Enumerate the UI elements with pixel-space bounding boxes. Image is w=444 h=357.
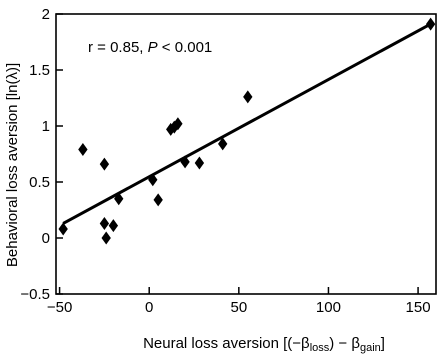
data-point: [78, 143, 88, 157]
data-point: [243, 90, 253, 104]
y-tick-label: 1.5: [29, 62, 50, 79]
data-point: [173, 117, 183, 131]
data-point: [425, 17, 436, 31]
y-tick-label: 0.5: [29, 174, 50, 191]
x-tick-label: 100: [316, 299, 341, 316]
y-tick-label: 2: [42, 6, 50, 23]
data-point: [99, 216, 110, 230]
data-point: [148, 173, 158, 187]
data-point: [166, 122, 176, 136]
y-axis-label: Behavioral loss aversion [ln(λ)]: [4, 63, 21, 267]
data-point: [194, 156, 205, 170]
x-tick-label: −50: [47, 299, 72, 316]
y-tick-label: −0.5: [20, 286, 50, 303]
x-tick-label: 50: [230, 299, 247, 316]
data-point: [108, 219, 119, 233]
y-tick-label: 0: [42, 230, 50, 247]
data-point: [58, 222, 68, 236]
data-point: [169, 120, 179, 134]
x-tick-label: 0: [145, 299, 153, 316]
fit-line: [62, 22, 432, 225]
x-tick-label: 150: [406, 299, 431, 316]
data-point: [180, 155, 190, 169]
points-layer: [58, 17, 436, 245]
x-axis-label: Neural loss aversion [(−βloss) − βgain]: [143, 335, 385, 354]
correlation-annotation: r = 0.85, P < 0.001: [88, 39, 212, 56]
data-point: [99, 157, 110, 171]
data-point: [218, 137, 228, 151]
data-point: [101, 231, 111, 245]
ticks-layer: −50 0 50 100 150 −0.5 0 0.5 1 1.5 2: [20, 6, 430, 316]
y-tick-label: 1: [42, 118, 50, 135]
data-point: [114, 192, 124, 206]
plot-frame: [55, 13, 437, 295]
data-point: [153, 193, 163, 207]
